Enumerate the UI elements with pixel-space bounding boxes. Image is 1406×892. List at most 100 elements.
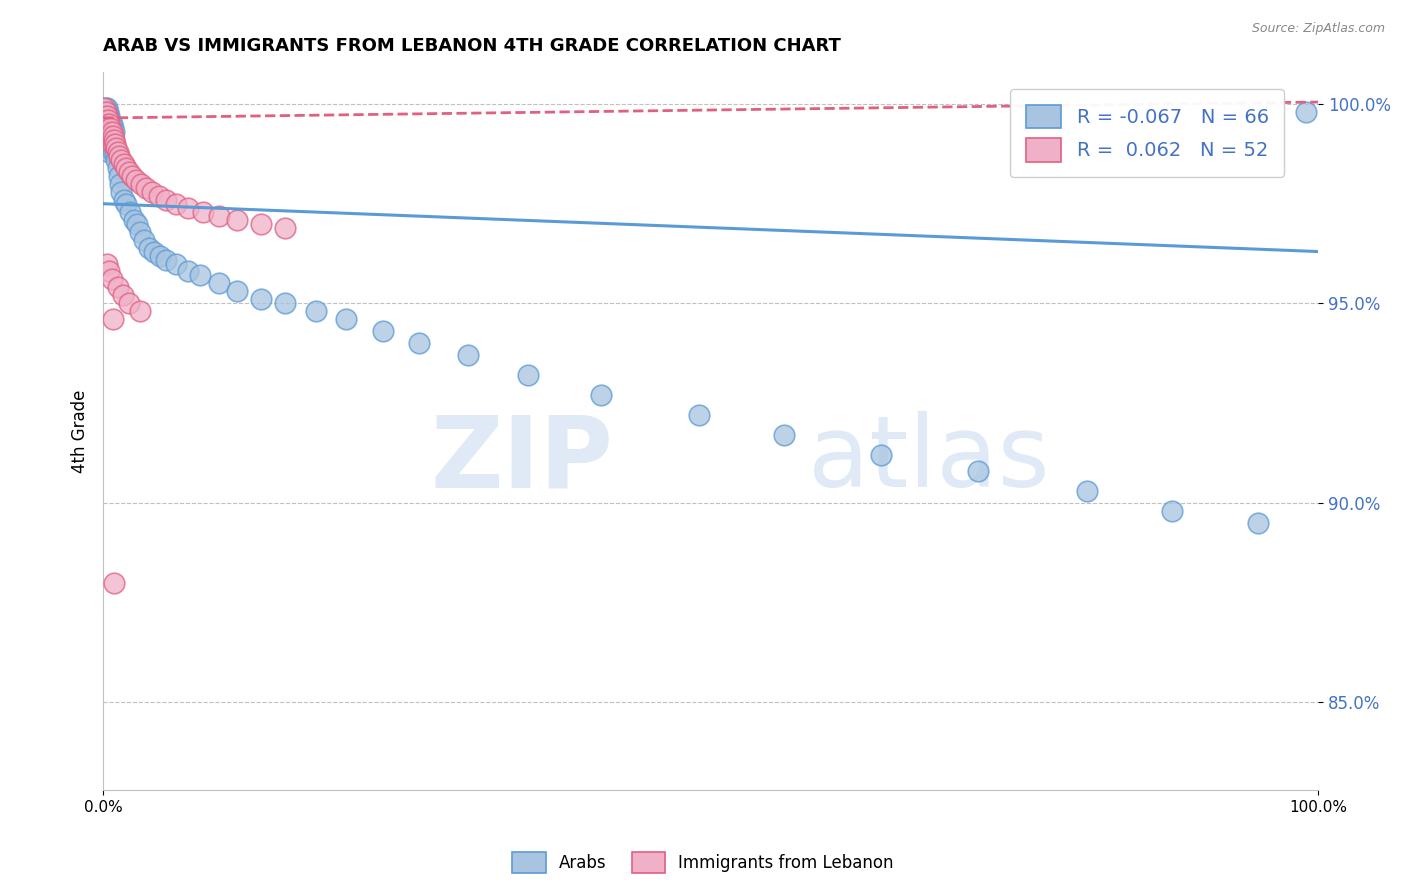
Point <box>101 120 124 135</box>
Point <box>134 233 156 247</box>
Point <box>165 196 187 211</box>
Point <box>138 241 160 255</box>
Point <box>274 220 297 235</box>
Point <box>98 117 121 131</box>
Point <box>117 296 139 310</box>
Point <box>100 120 122 135</box>
Point <box>128 304 150 318</box>
Point <box>105 153 128 167</box>
Point <box>97 120 120 135</box>
Point <box>118 204 141 219</box>
Point <box>93 109 115 123</box>
Point <box>135 180 157 194</box>
Point <box>100 125 122 139</box>
Text: atlas: atlas <box>808 411 1049 508</box>
Point <box>98 125 121 139</box>
Point <box>188 268 211 283</box>
Point <box>103 125 125 139</box>
Point <box>1295 105 1317 120</box>
Point <box>96 109 118 123</box>
Point <box>93 101 115 115</box>
Point <box>94 120 117 135</box>
Point <box>155 193 177 207</box>
Point <box>122 212 145 227</box>
Point <box>96 101 118 115</box>
Text: ARAB VS IMMIGRANTS FROM LEBANON 4TH GRADE CORRELATION CHART: ARAB VS IMMIGRANTS FROM LEBANON 4TH GRAD… <box>103 37 841 55</box>
Point <box>371 324 394 338</box>
Point <box>250 293 273 307</box>
Point <box>225 285 247 299</box>
Point <box>112 193 135 207</box>
Point <box>117 165 139 179</box>
Point <box>101 145 124 159</box>
Point <box>97 113 120 128</box>
Point <box>107 145 129 159</box>
Point <box>96 256 118 270</box>
Point <box>101 133 124 147</box>
Point <box>94 125 117 139</box>
Point <box>103 575 125 590</box>
Point <box>100 117 122 131</box>
Point <box>127 217 149 231</box>
Point <box>98 133 121 147</box>
Text: Source: ZipAtlas.com: Source: ZipAtlas.com <box>1251 22 1385 36</box>
Point <box>96 109 118 123</box>
Point <box>93 113 115 128</box>
Point <box>94 105 117 120</box>
Point <box>225 212 247 227</box>
Point <box>125 173 148 187</box>
Point <box>250 217 273 231</box>
Point <box>688 408 710 422</box>
Point <box>100 133 122 147</box>
Point <box>101 136 124 151</box>
Point <box>274 296 297 310</box>
Point <box>94 113 117 128</box>
Legend: Arabs, Immigrants from Lebanon: Arabs, Immigrants from Lebanon <box>506 846 900 880</box>
Point <box>94 113 117 128</box>
Point <box>772 428 794 442</box>
Point <box>98 133 121 147</box>
Point <box>100 125 122 139</box>
Point <box>408 336 430 351</box>
Point <box>93 105 115 120</box>
Point <box>98 264 121 278</box>
Point <box>104 136 127 151</box>
Point <box>207 209 229 223</box>
Point <box>1161 504 1184 518</box>
Point <box>96 120 118 135</box>
Point <box>457 348 479 362</box>
Point <box>108 169 131 183</box>
Point <box>104 145 127 159</box>
Point <box>98 109 121 123</box>
Point <box>108 149 131 163</box>
Point <box>105 141 128 155</box>
Point <box>155 252 177 267</box>
Point <box>100 128 122 143</box>
Point <box>129 177 152 191</box>
Point <box>97 128 120 143</box>
Point <box>110 153 132 167</box>
Point <box>177 264 200 278</box>
Point <box>98 120 121 135</box>
Point <box>108 177 131 191</box>
Point <box>869 448 891 462</box>
Point <box>96 125 118 139</box>
Point <box>98 145 121 159</box>
Point <box>97 128 120 143</box>
Point <box>103 136 125 151</box>
Point <box>100 141 122 155</box>
Point <box>110 185 132 199</box>
Point <box>207 277 229 291</box>
Point <box>112 157 135 171</box>
Point <box>101 128 124 143</box>
Point <box>96 117 118 131</box>
Point <box>103 133 125 147</box>
Point <box>94 101 117 115</box>
Point <box>121 169 143 183</box>
Text: ZIP: ZIP <box>430 411 613 508</box>
Point <box>101 312 124 326</box>
Point <box>111 288 134 302</box>
Point <box>141 185 163 199</box>
Point <box>1076 483 1098 498</box>
Point <box>107 280 129 294</box>
